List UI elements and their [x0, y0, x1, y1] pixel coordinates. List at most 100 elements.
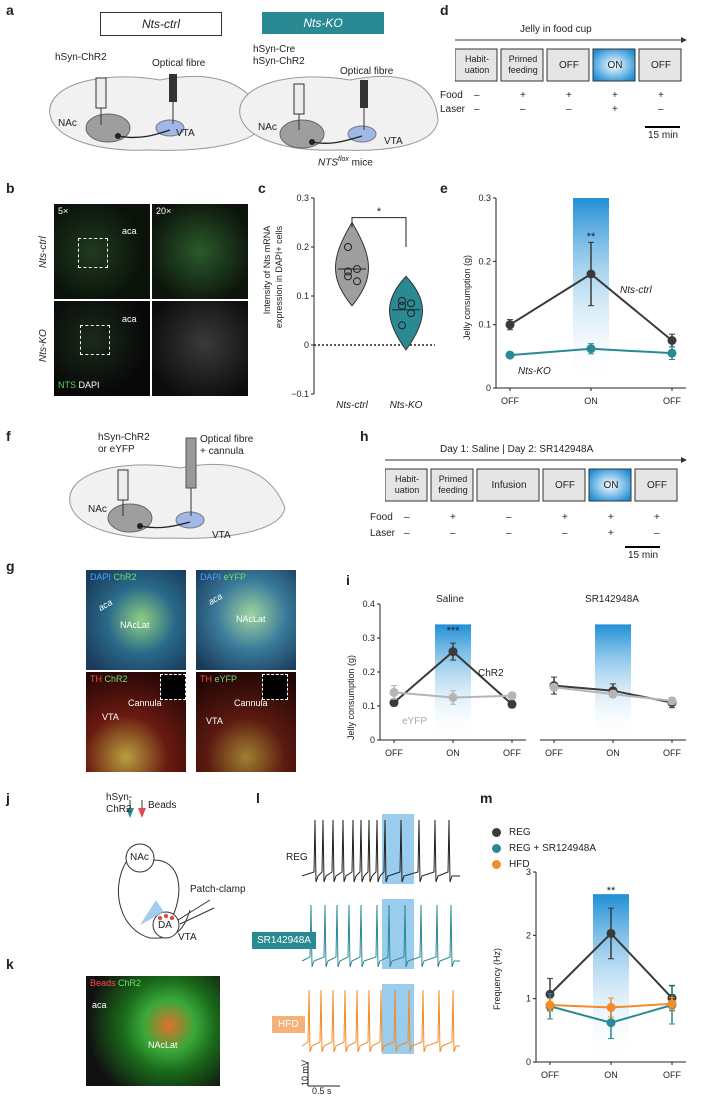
- f-nac: NAc: [88, 504, 107, 515]
- b-aca-1: aca: [122, 226, 137, 236]
- micrograph-g-eyfp-dapi: [196, 570, 296, 670]
- f-fibre2: + cannula: [200, 446, 244, 457]
- m-sig: **: [607, 885, 616, 897]
- d-food-label: Food: [440, 90, 463, 101]
- l-traces: [301, 814, 460, 1087]
- label-optical-fibre-right: Optical fibre: [340, 66, 394, 77]
- panel-label-k: k: [6, 956, 14, 972]
- m-point: [606, 1003, 616, 1013]
- h-scale-label: 15 min: [628, 550, 659, 561]
- e-point: [667, 348, 677, 358]
- h-laser-v1: –: [450, 528, 456, 539]
- c-point: [353, 277, 361, 286]
- h-laser-v2: –: [506, 528, 512, 539]
- d-laser-v2: –: [566, 104, 572, 115]
- l-trace-1: [301, 904, 460, 968]
- e-point: [586, 269, 596, 279]
- h-laser-v4: +: [608, 528, 614, 539]
- f-virus2: or eYFP: [98, 444, 135, 455]
- b-aca-2: aca: [122, 314, 137, 324]
- i1-point: [389, 698, 399, 708]
- d-laser-v1: –: [520, 104, 526, 115]
- l-scale-v: 10 mV: [300, 1059, 310, 1086]
- h-food-v3: +: [562, 512, 568, 523]
- b-row-ko: Nts-KO: [38, 329, 49, 362]
- label-hsyn-chr2-right: hSyn-ChR2: [253, 56, 305, 67]
- j-da: DA: [158, 920, 172, 931]
- c-violin-chart: 0.3 0.2 0.1 0 −0.1 Nts-ctrl Nts-KO *: [291, 193, 435, 411]
- k-label: Beads ChR2: [90, 978, 142, 988]
- h-food-v1: +: [450, 512, 456, 523]
- panel-label-a: a: [6, 2, 14, 18]
- micrograph-ko-20x: [152, 301, 248, 396]
- i1-point: [448, 693, 458, 702]
- m-legend-hfd: HFD: [492, 856, 596, 872]
- i1-ytick-label: 0.2: [362, 667, 375, 677]
- m-ytick-label: 1: [526, 994, 531, 1004]
- d-box-off1: OFF: [559, 60, 579, 71]
- c-point: [344, 267, 352, 276]
- j-beads: Beads: [148, 800, 177, 811]
- i1-xtick-label: ON: [446, 748, 460, 758]
- m-xtick-label: OFF: [541, 1070, 559, 1080]
- c-sig-bracket: [351, 217, 407, 247]
- c-point: [398, 301, 406, 310]
- c-ytick-label: −0.1: [291, 389, 309, 399]
- d-header: Jelly in food cup: [520, 24, 592, 35]
- panel-label-h: h: [360, 428, 369, 444]
- g-label-th-eyfp: TH eYFP: [200, 674, 238, 684]
- m-xtick-label: OFF: [663, 1070, 681, 1080]
- e-ytick-label: 0.2: [478, 256, 491, 266]
- micrograph-ctrl-20x: [152, 204, 248, 299]
- m-point: [606, 928, 616, 938]
- label-vta: VTA: [176, 128, 195, 139]
- i-legend-chr2: ChR2: [478, 668, 504, 679]
- m-ytick-label: 0: [526, 1057, 531, 1067]
- e-line-chart: 0.3 0.2 0.1 0 OFF ON OFF ** Nts-ctrl Nts-KO: [478, 193, 686, 406]
- c-point: [407, 309, 415, 318]
- micrograph-ctrl-5x: [54, 204, 150, 299]
- i1-sig: ***: [447, 625, 461, 637]
- g-cannula-1: Cannula: [128, 698, 162, 708]
- l-hfd-label: HFD: [272, 1016, 305, 1033]
- panel-label-e: e: [440, 180, 448, 196]
- d-protocol: [455, 37, 687, 128]
- micrograph-g-chr2-th: [86, 672, 186, 772]
- e-ylabel: Jelly consumption (g): [462, 254, 472, 340]
- e-point: [667, 336, 677, 345]
- g-vta-1: VTA: [102, 712, 119, 722]
- l-sr-label: SR142948A: [252, 932, 316, 949]
- i1-xtick-label: OFF: [385, 748, 403, 758]
- i2-laser-bar: [595, 624, 631, 740]
- c-point: [407, 299, 415, 308]
- d-food-v2: +: [566, 90, 572, 101]
- e-xtick-label: ON: [584, 396, 598, 406]
- panel-label-l: l: [256, 790, 260, 806]
- m-point: [667, 999, 677, 1009]
- m-point: [606, 1018, 616, 1028]
- e-ytick-label: 0.1: [478, 320, 491, 330]
- i2-point: [608, 689, 618, 699]
- h-laser-v3: –: [562, 528, 568, 539]
- h-laser-v0: –: [404, 528, 410, 539]
- d-box-on: ON: [607, 60, 623, 71]
- i1-laser-bar: [435, 624, 471, 740]
- c-ytick-label: 0.2: [296, 242, 309, 252]
- micrograph-g-chr2-dapi: [86, 570, 186, 670]
- label-hsyn-cre: hSyn-Cre: [253, 44, 296, 55]
- h-food-v2: –: [506, 512, 512, 523]
- label-vta-right: VTA: [384, 136, 403, 147]
- label-nac-right: NAc: [258, 122, 277, 133]
- panel-label-d: d: [440, 2, 449, 18]
- l-trace-0: [301, 819, 460, 883]
- h-laser-label: Laser: [370, 528, 396, 539]
- m-xtick-label: ON: [604, 1070, 618, 1080]
- h-box-habituation: Habit- uation: [394, 474, 420, 495]
- m-ylabel: Frequency (Hz): [492, 947, 502, 1010]
- j-nac: NAc: [130, 852, 149, 863]
- d-laser-v3: +: [612, 104, 618, 115]
- i2-point: [549, 682, 559, 692]
- e-sig: **: [587, 231, 596, 243]
- h-box-primed: Primed feeding: [438, 474, 468, 495]
- b-stain-label: NTS DAPI: [58, 380, 100, 390]
